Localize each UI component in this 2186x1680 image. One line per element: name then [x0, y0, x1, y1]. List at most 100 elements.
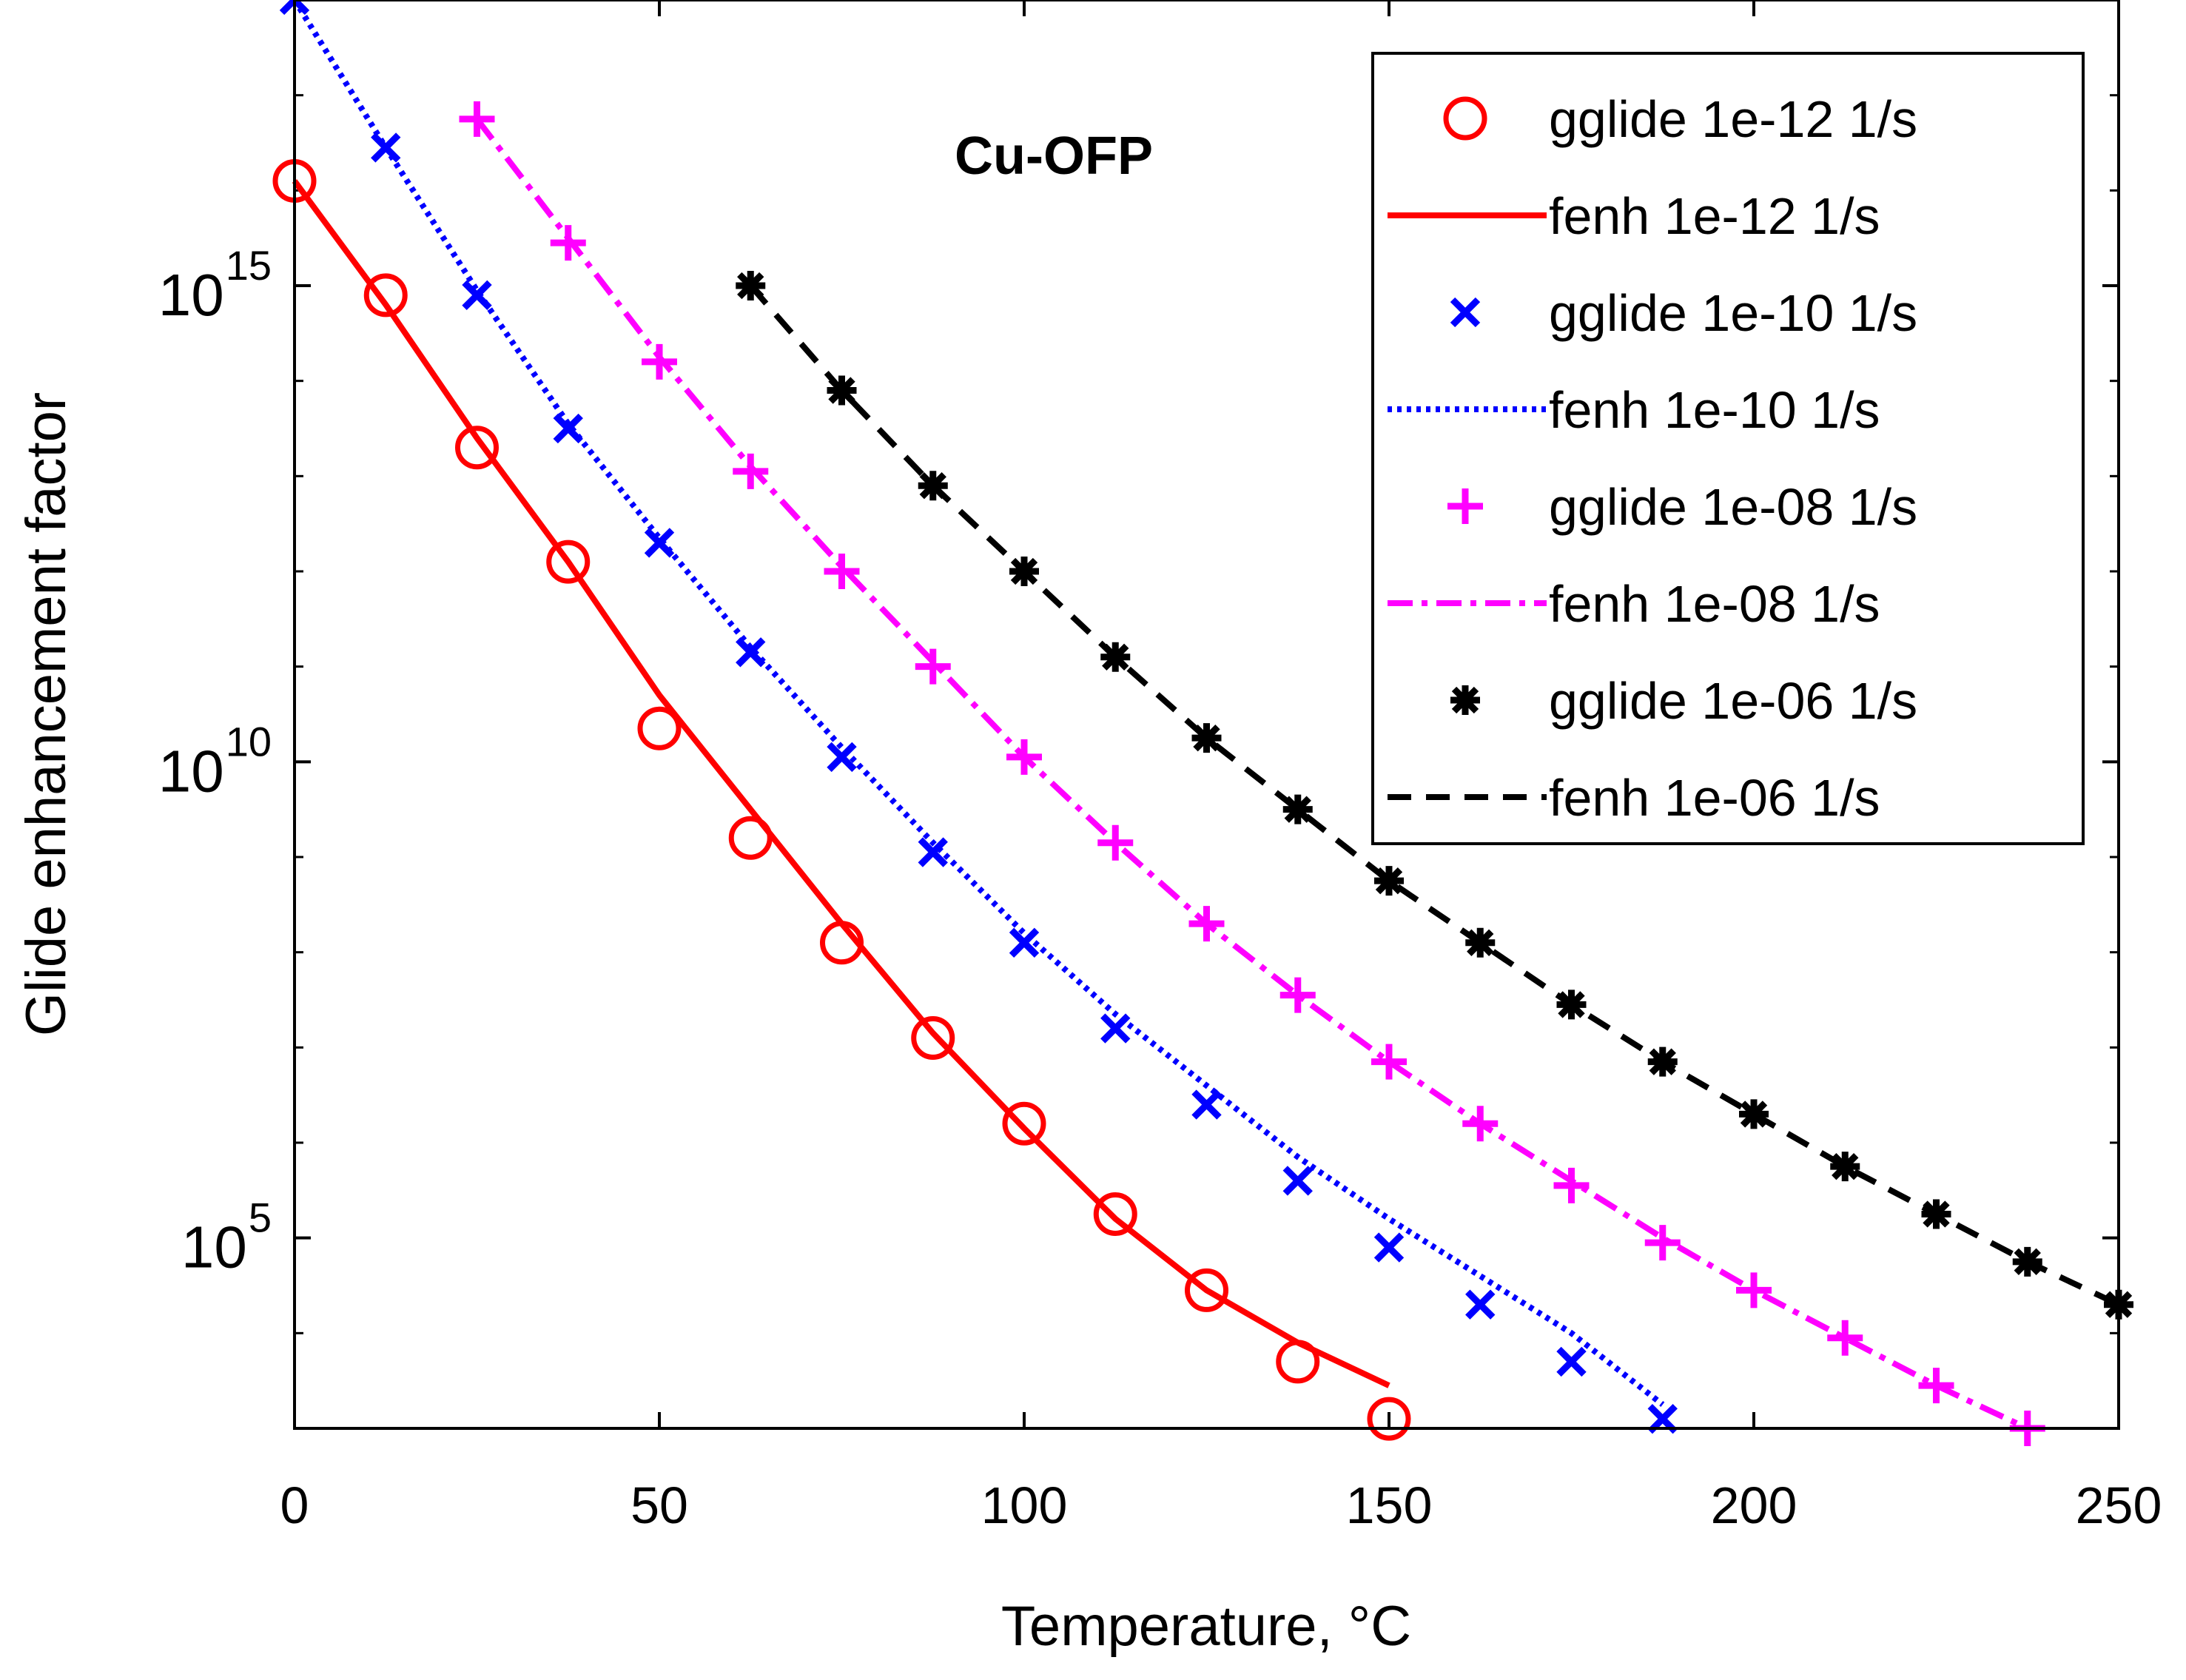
data-point	[553, 413, 583, 444]
data-point	[1282, 794, 1313, 824]
legend-label: fenh 1e-10 1/s	[1549, 381, 1880, 439]
x-tick-label: 200	[1711, 1476, 1797, 1534]
data-point	[642, 343, 677, 380]
legend-entry: fenh 1e-12 1/s	[1388, 187, 1880, 245]
legend-entry: fenh 1e-10 1/s	[1388, 381, 1880, 439]
y-tick-label-base: 10	[158, 262, 224, 328]
data-point	[1191, 723, 1222, 753]
data-point	[820, 921, 864, 965]
data-point	[1097, 824, 1134, 861]
data-point	[363, 273, 408, 317]
data-point	[1921, 1199, 1951, 1229]
y-tick-label: 10 10	[158, 718, 272, 804]
data-point	[1100, 642, 1131, 672]
x-tick-label: 250	[2076, 1476, 2162, 1534]
legend-entry: gglide 1e-10 1/s	[1450, 284, 1917, 342]
data-point	[736, 637, 766, 668]
legend: gglide 1e-12 1/s fenh 1e-12 1/s gglide 1e-…	[1371, 52, 2085, 845]
x-tick-label: 50	[630, 1476, 688, 1534]
x-tick-label: 150	[1346, 1476, 1433, 1534]
legend-marker	[1450, 685, 1480, 715]
data-point	[1279, 977, 1316, 1013]
data-point	[1465, 927, 1496, 958]
y-tick-label-base: 10	[158, 738, 224, 804]
data-point	[550, 225, 586, 261]
y-tick-label-base: 10	[181, 1214, 247, 1280]
data-point	[728, 816, 773, 860]
legend-label: fenh 1e-06 1/s	[1549, 769, 1880, 827]
legend-label: fenh 1e-12 1/s	[1549, 187, 1880, 245]
data-point	[1006, 739, 1042, 775]
plot-area-frame	[293, 0, 2120, 1430]
series-line	[474, 117, 2029, 1431]
data-point	[1367, 1397, 1411, 1441]
data-point	[1736, 1272, 1772, 1308]
legend-entry: gglide 1e-08 1/s	[1447, 478, 1917, 536]
data-point	[1188, 906, 1225, 942]
data-point	[1827, 1320, 1863, 1356]
legend-entry: fenh 1e-06 1/s	[1388, 769, 1880, 827]
data-point	[911, 1015, 955, 1060]
data-point	[1918, 1368, 1954, 1404]
data-point	[1185, 1268, 1228, 1312]
legend-label: gglide 1e-10 1/s	[1549, 284, 1917, 342]
data-point	[736, 271, 766, 300]
data-point	[1009, 927, 1040, 958]
data-point	[918, 837, 948, 867]
data-point	[1739, 1099, 1769, 1129]
data-point	[1282, 1166, 1313, 1196]
data-point	[824, 554, 860, 589]
data-point	[462, 280, 492, 311]
data-point	[644, 528, 675, 558]
data-point	[455, 426, 499, 470]
data-point	[1276, 1340, 1320, 1384]
data-point	[1553, 1167, 1590, 1203]
data-point	[546, 540, 591, 584]
data-point	[1644, 1225, 1681, 1261]
data-point	[1830, 1152, 1860, 1182]
data-point	[1373, 1232, 1405, 1263]
x-tick-label: 100	[981, 1476, 1068, 1534]
y-axis-title: Glide enhancement factor	[15, 392, 78, 1036]
y-tick-label: 10 15	[158, 242, 272, 328]
data-point	[915, 648, 951, 685]
legend-entry: fenh 1e-08 1/s	[1388, 575, 1880, 633]
data-point	[1009, 557, 1039, 586]
data-point	[279, 0, 310, 16]
legend-box	[1371, 52, 2085, 845]
data-point	[1002, 1101, 1046, 1146]
series-line	[292, 0, 1665, 1407]
x-axis-title: Temperature, °C	[1001, 1595, 1411, 1658]
legend-label: fenh 1e-08 1/s	[1549, 575, 1880, 633]
data-point	[1556, 1346, 1587, 1377]
legend-label: gglide 1e-08 1/s	[1549, 478, 1917, 536]
data-point	[733, 453, 769, 489]
legend-entries: gglide 1e-12 1/s fenh 1e-12 1/s gglide 1e-…	[1388, 90, 1917, 827]
y-tick-label-exponent: 5	[249, 1195, 272, 1241]
data-point	[1191, 1089, 1222, 1120]
legend-marker	[1447, 488, 1483, 524]
data-point	[1465, 1289, 1496, 1320]
legend-marker	[1443, 96, 1487, 141]
legend-marker	[1450, 297, 1481, 328]
data-point	[1556, 989, 1587, 1020]
data-point	[1647, 1046, 1678, 1077]
legend-entry: gglide 1e-12 1/s	[1443, 90, 1917, 148]
data-point	[1462, 1106, 1499, 1142]
y-tick-label-exponent: 15	[226, 242, 272, 289]
data-point	[827, 375, 857, 406]
data-point	[459, 101, 495, 137]
data-point	[1374, 866, 1404, 896]
data-point	[1100, 1013, 1131, 1044]
legend-label: gglide 1e-12 1/s	[1549, 90, 1917, 148]
data-point	[918, 471, 948, 501]
data-point	[827, 742, 857, 773]
chart-annotation: Cu-OFP	[955, 127, 1153, 186]
data-point	[1093, 1192, 1137, 1236]
legend-entry: gglide 1e-06 1/s	[1450, 672, 1917, 730]
series-layer	[272, 0, 2133, 1446]
data-point	[1371, 1044, 1407, 1080]
y-tick-label-exponent: 10	[226, 718, 272, 765]
legend-label: gglide 1e-06 1/s	[1549, 672, 1917, 730]
